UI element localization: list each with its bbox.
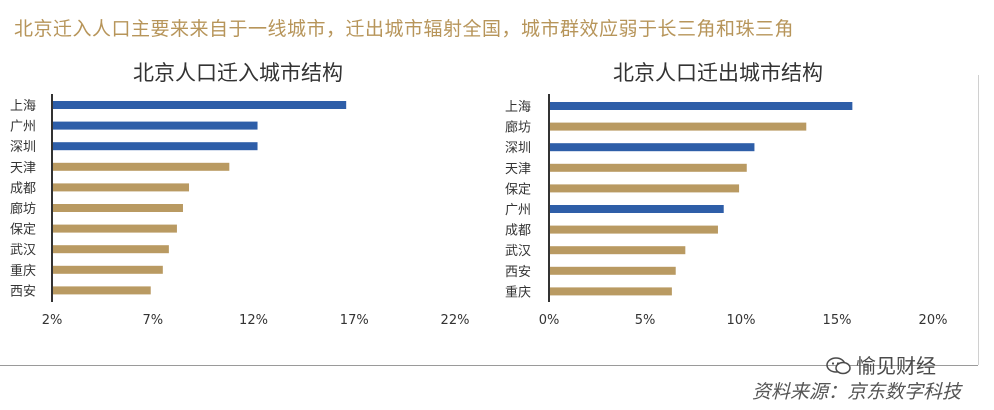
bar-天津 xyxy=(52,162,230,171)
category-label: 上海 xyxy=(505,100,531,115)
bar-深圳 xyxy=(549,143,755,152)
category-label: 重庆 xyxy=(505,284,531,300)
category-label: 西安 xyxy=(505,265,531,280)
source-note: 资料来源：京东数字科技 xyxy=(752,381,962,403)
bar-廊坊 xyxy=(52,204,183,212)
wechat-icon xyxy=(826,357,851,375)
bar-廊坊 xyxy=(549,122,807,131)
x-tick-label: 12% xyxy=(239,313,268,328)
bar-深圳 xyxy=(52,142,258,151)
bar-西安 xyxy=(52,286,151,295)
bar-成都 xyxy=(52,183,190,192)
bar-重庆 xyxy=(549,287,672,296)
bar-广州 xyxy=(549,205,724,213)
x-tick-label: 5% xyxy=(635,313,656,328)
bar-天津 xyxy=(549,163,747,172)
x-tick-label: 17% xyxy=(340,313,369,328)
category-label: 天津 xyxy=(505,162,531,177)
bar-武汉 xyxy=(549,246,686,255)
bar-西安 xyxy=(549,266,676,275)
category-label: 重庆 xyxy=(10,263,36,279)
x-tick-label: 7% xyxy=(142,313,163,328)
bottom-divider xyxy=(0,365,978,366)
bar-保定 xyxy=(52,224,177,233)
category-label: 保定 xyxy=(505,182,531,197)
inflow-chart-title: 北京人口迁入城市结构 xyxy=(133,61,343,85)
category-label: 天津 xyxy=(10,161,36,176)
x-tick-label: 0% xyxy=(539,313,560,328)
x-tick-label: 22% xyxy=(441,313,470,328)
outflow-chart-title: 北京人口迁出城市结构 xyxy=(613,61,823,85)
bar-上海 xyxy=(52,101,347,109)
category-label: 成都 xyxy=(505,224,531,239)
bar-广州 xyxy=(52,121,258,130)
category-label: 上海 xyxy=(10,99,36,114)
category-label: 武汉 xyxy=(10,243,36,258)
category-label: 深圳 xyxy=(10,140,36,155)
bar-武汉 xyxy=(52,245,169,254)
category-label: 深圳 xyxy=(505,141,531,156)
category-label: 武汉 xyxy=(505,244,531,259)
category-label: 广州 xyxy=(10,120,36,135)
bar-成都 xyxy=(549,225,718,234)
watermark: 愉见财经 xyxy=(826,350,936,379)
watermark-text: 愉见财经 xyxy=(856,354,936,378)
x-tick-label: 15% xyxy=(823,313,852,328)
category-label: 廊坊 xyxy=(10,201,36,217)
bar-保定 xyxy=(549,184,740,193)
x-tick-label: 20% xyxy=(919,313,948,328)
panel-edge-divider xyxy=(978,75,979,365)
category-label: 廊坊 xyxy=(505,120,531,136)
headline: 北京迁入人口主要来来自于一线城市，迁出城市辐射全国，城市群效应弱于长三角和珠三角 xyxy=(14,18,795,40)
bar-重庆 xyxy=(52,265,163,274)
x-tick-label: 2% xyxy=(42,313,63,328)
category-label: 西安 xyxy=(10,284,36,299)
x-tick-label: 10% xyxy=(727,313,756,328)
category-label: 成都 xyxy=(10,181,36,196)
bar-上海 xyxy=(549,102,853,110)
category-label: 广州 xyxy=(505,203,531,218)
category-label: 保定 xyxy=(10,223,36,238)
